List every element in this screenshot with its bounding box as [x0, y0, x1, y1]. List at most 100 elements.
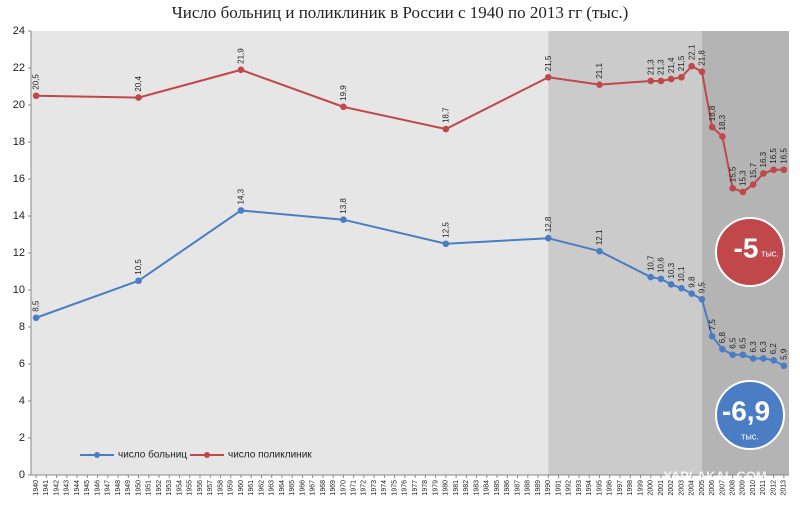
point — [32, 314, 40, 322]
x-tick-label: 1984 — [484, 480, 491, 496]
point — [667, 75, 675, 83]
x-tick-label: 1993 — [576, 480, 583, 496]
point — [544, 234, 552, 242]
x-tick-label: 1963 — [269, 480, 276, 496]
data-label: 18,7 — [441, 107, 450, 123]
point — [719, 133, 726, 140]
y-tick-label: 6 — [19, 358, 25, 370]
data-label: 21,4 — [667, 57, 676, 73]
data-label: 20,5 — [32, 74, 41, 90]
point — [237, 66, 245, 74]
x-tick-label: 1958 — [217, 480, 224, 496]
chart-title: Число больниц и поликлиник в России с 19… — [172, 3, 629, 22]
x-tick-label: 2002 — [668, 480, 675, 496]
x-tick-label: 1960 — [238, 480, 245, 496]
x-tick-label: 1974 — [381, 480, 388, 496]
x-tick-label: 1957 — [207, 480, 214, 496]
x-tick-label: 1944 — [74, 480, 81, 496]
x-tick-label: 1975 — [391, 480, 398, 496]
x-tick-label: 1950 — [135, 480, 142, 496]
y-tick-label: 2 — [19, 432, 25, 444]
x-tick-label: 1989 — [535, 480, 542, 496]
data-label: 12,5 — [441, 222, 450, 238]
x-tick-label: 1990 — [545, 480, 552, 496]
point — [770, 357, 777, 364]
point — [678, 284, 685, 292]
data-label: 18,8 — [708, 105, 717, 121]
badge-unit: тыс. — [741, 431, 759, 441]
y-tick-label: 18 — [13, 136, 25, 148]
data-label: 19,9 — [339, 85, 348, 101]
point — [596, 247, 603, 255]
point — [340, 216, 347, 223]
x-tick-label: 1945 — [84, 480, 91, 496]
data-label: 10,1 — [677, 266, 686, 282]
x-tick-label: 1987 — [514, 480, 521, 496]
x-tick-label: 1979 — [432, 480, 439, 496]
point — [760, 355, 767, 362]
point — [596, 81, 603, 88]
point — [739, 188, 747, 196]
data-label: 21,3 — [646, 59, 655, 75]
point — [749, 355, 757, 362]
x-tick-label: 1992 — [566, 480, 573, 496]
data-label: 10,3 — [667, 262, 676, 278]
point — [698, 295, 706, 303]
point — [647, 77, 655, 85]
x-tick-label: 2013 — [781, 480, 788, 496]
x-tick-label: 2005 — [699, 480, 706, 496]
x-tick-label: 2009 — [740, 480, 747, 496]
data-label: 16,5 — [769, 148, 778, 164]
data-label: 14,3 — [237, 188, 246, 204]
point — [760, 170, 767, 177]
x-tick-label: 1968 — [320, 480, 327, 496]
x-tick-label: 1956 — [197, 480, 204, 496]
x-tick-label: 1976 — [402, 480, 409, 496]
x-tick-label: 1997 — [617, 480, 624, 496]
y-tick-label: 4 — [19, 395, 25, 407]
x-tick-label: 1998 — [627, 480, 634, 496]
x-tick-label: 2001 — [658, 480, 665, 496]
x-tick-label: 1981 — [453, 480, 460, 496]
data-label: 20,4 — [134, 75, 143, 91]
point — [678, 73, 685, 81]
point — [442, 240, 450, 248]
legend-label: число больниц — [118, 449, 187, 461]
x-tick-label: 1991 — [555, 480, 562, 496]
point — [770, 166, 777, 174]
data-label: 16,5 — [779, 148, 788, 164]
x-tick-label: 1943 — [64, 480, 71, 496]
point — [657, 77, 665, 85]
x-tick-label: 2012 — [770, 480, 777, 496]
y-tick-label: 20 — [13, 99, 25, 111]
badge-value: -6,9 — [722, 395, 770, 426]
data-label: 16,3 — [759, 151, 768, 167]
x-tick-label: 1978 — [422, 480, 429, 496]
x-tick-label: 1996 — [607, 480, 614, 496]
data-label: 6,3 — [759, 341, 768, 353]
x-tick-label: 1962 — [258, 480, 265, 496]
badge-unit: тыс. — [761, 248, 779, 258]
point — [688, 62, 695, 70]
data-label: 12,1 — [595, 229, 604, 245]
x-tick-label: 1954 — [176, 480, 183, 496]
x-tick-label: 1967 — [310, 480, 317, 496]
region — [31, 31, 549, 475]
x-tick-label: 1947 — [105, 480, 112, 496]
data-label: 13,8 — [339, 198, 348, 214]
point — [32, 92, 40, 100]
point — [667, 281, 675, 288]
x-tick-label: 1988 — [525, 480, 532, 496]
badge — [715, 217, 785, 287]
data-label: 5,9 — [779, 348, 788, 360]
badge-value: -5 — [734, 232, 759, 263]
data-label: 15,7 — [749, 162, 758, 178]
x-tick-label: 1940 — [33, 480, 40, 496]
x-tick-label: 2006 — [709, 480, 716, 496]
x-tick-label: 2011 — [760, 480, 767, 495]
point — [729, 351, 736, 359]
data-label: 7,5 — [708, 319, 717, 331]
watermark: YAPLAKAL.COM — [663, 468, 767, 483]
x-tick-label: 2010 — [750, 480, 757, 496]
data-label: 6,2 — [769, 343, 778, 355]
